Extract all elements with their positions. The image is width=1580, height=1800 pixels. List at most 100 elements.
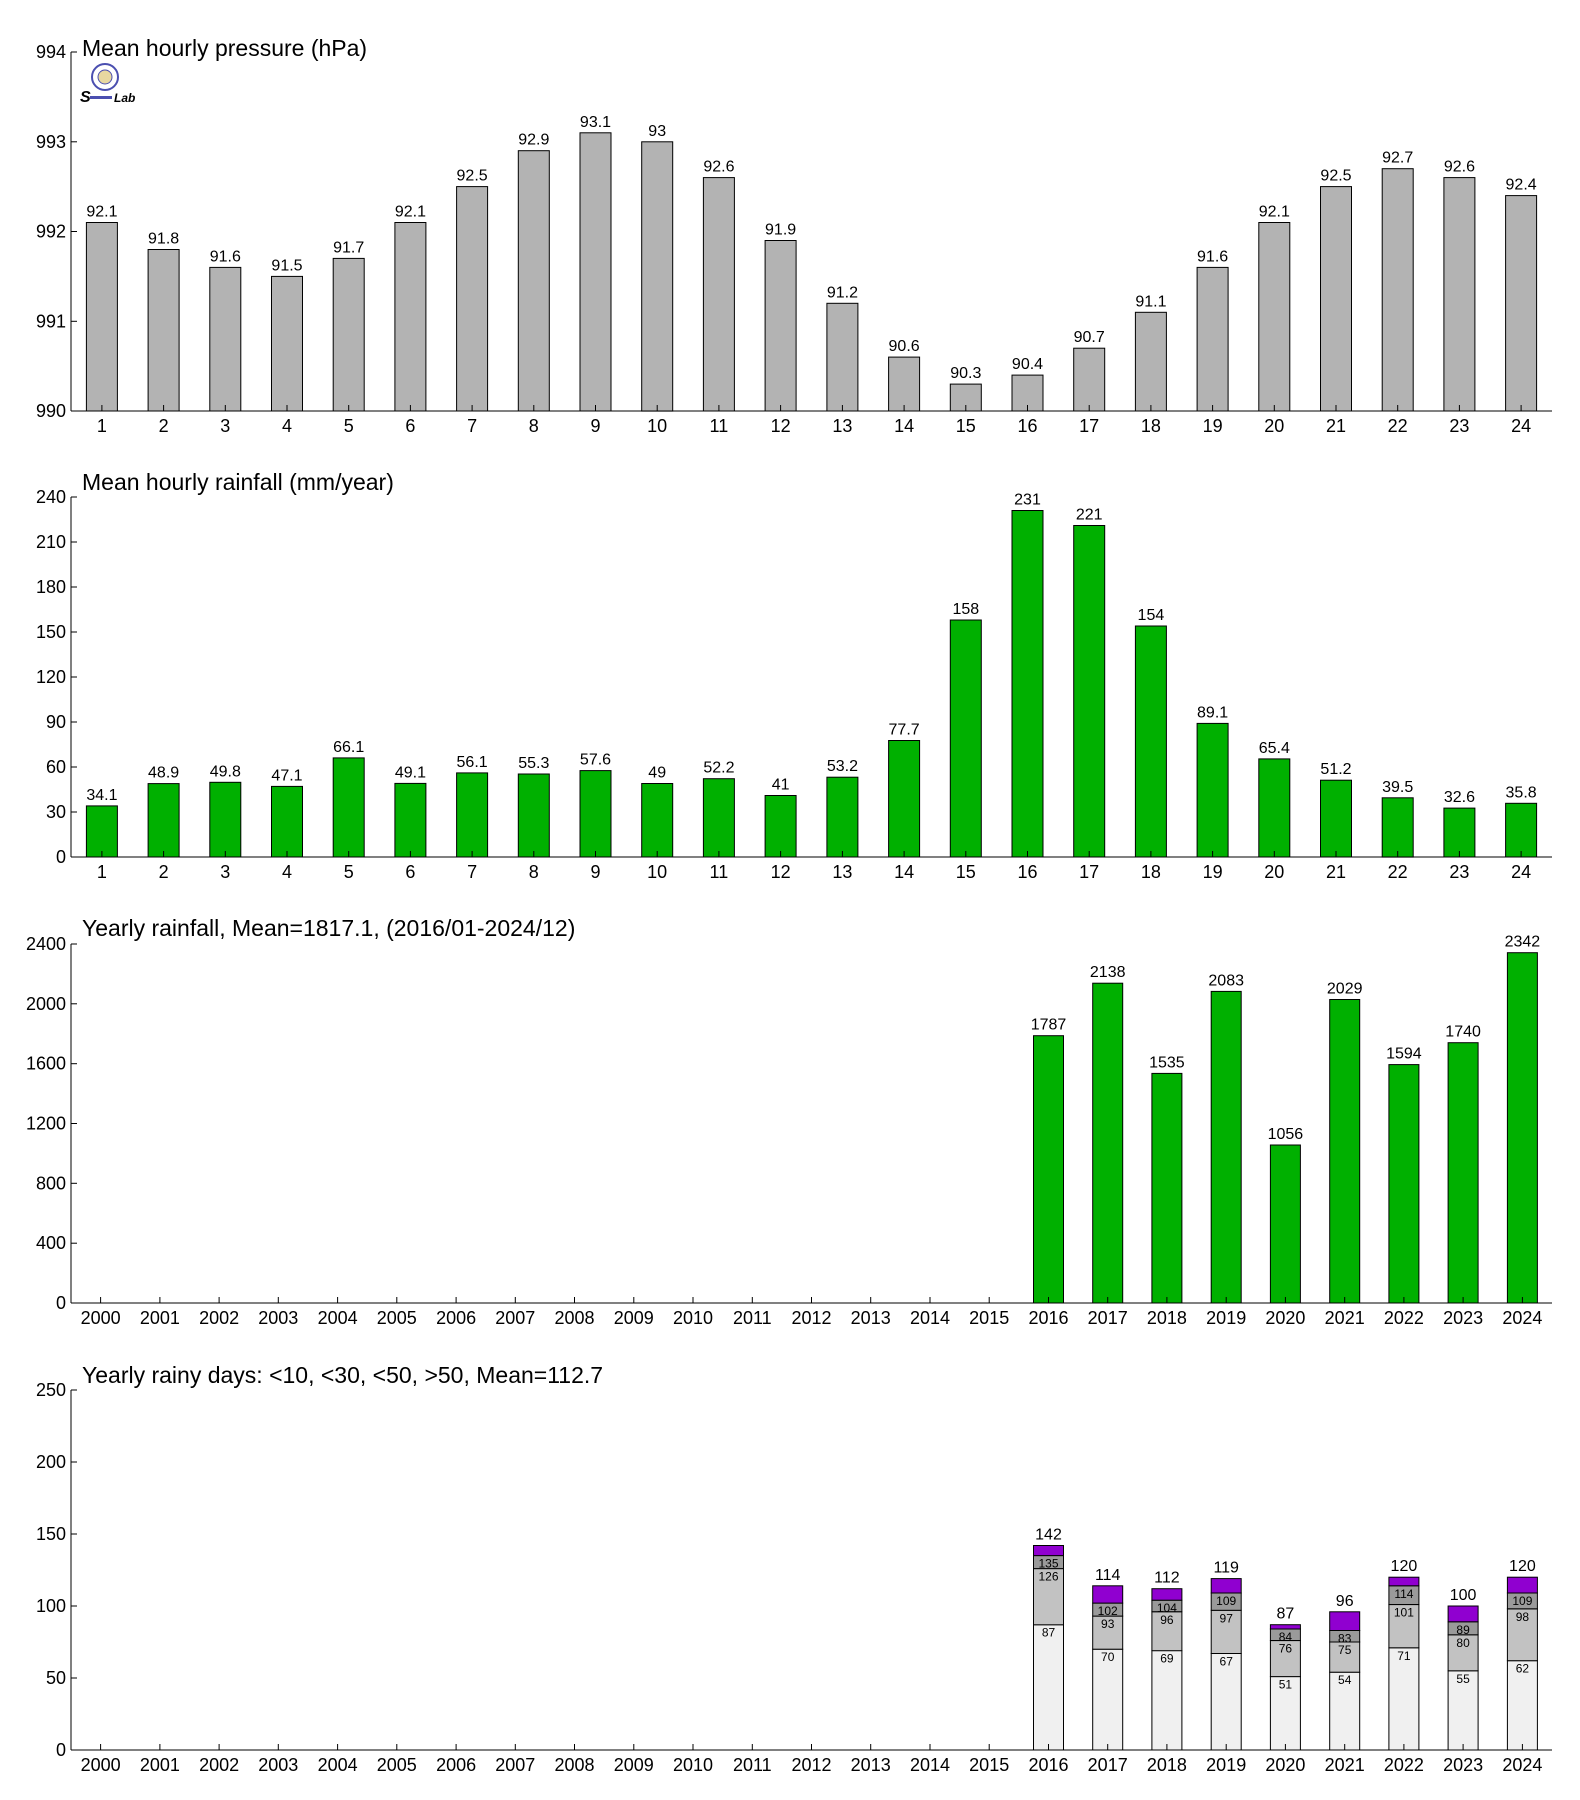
x-tick-label: 2003 — [258, 1308, 298, 1328]
x-tick-label: 3 — [220, 416, 230, 436]
bar-segment-2016-2 — [1033, 1568, 1064, 1626]
data-label-13: 53.2 — [827, 758, 858, 775]
x-tick-label: 2013 — [851, 1308, 891, 1328]
segment-label-2023-3: 89 — [1456, 1623, 1470, 1637]
bar-4 — [271, 275, 303, 412]
pressure-chart-title: Mean hourly pressure (hPa) — [82, 35, 367, 61]
bar-22 — [1381, 797, 1414, 858]
x-tick-label: 2017 — [1088, 1755, 1128, 1775]
data-label-4: 47.1 — [271, 767, 302, 784]
x-tick-label: 18 — [1141, 416, 1161, 436]
y-tick-label: 992 — [36, 222, 66, 242]
x-tick-label: 2005 — [377, 1308, 417, 1328]
x-tick-label: 2023 — [1443, 1308, 1483, 1328]
x-tick-label: 12 — [771, 416, 791, 436]
x-tick-label: 6 — [405, 416, 415, 436]
bar-16 — [1011, 510, 1044, 858]
segment-label-2022-3: 114 — [1394, 1587, 1413, 1601]
bar-segment-2020-4 — [1269, 1624, 1301, 1630]
bar-11 — [702, 177, 735, 412]
bar-6 — [394, 222, 427, 412]
x-tick-label: 7 — [467, 416, 477, 436]
segment-label-2018-1: 69 — [1160, 1652, 1174, 1666]
bar-2021 — [1329, 999, 1361, 1304]
data-label-9: 93.1 — [580, 114, 611, 131]
y-tick-label: 1200 — [26, 1114, 66, 1134]
data-label-16: 231 — [1014, 492, 1041, 509]
x-tick-label: 2018 — [1147, 1755, 1187, 1775]
y-tick-label: 210 — [36, 532, 66, 552]
bar-12 — [764, 240, 797, 412]
bar-9 — [579, 770, 612, 858]
yearly-rainfall-chart: Yearly rainfall, Mean=1817.1, (2016/01-2… — [26, 915, 1552, 1328]
x-tick-label: 10 — [647, 862, 667, 882]
bar-10 — [641, 783, 674, 858]
x-tick-label: 2001 — [140, 1755, 180, 1775]
bar-segment-2020-1 — [1269, 1676, 1301, 1751]
x-tick-label: 6 — [405, 862, 415, 882]
data-label-11: 52.2 — [703, 760, 734, 777]
x-tick-label: 13 — [832, 862, 852, 882]
x-tick-label: 23 — [1449, 416, 1469, 436]
bar-7 — [456, 186, 489, 412]
y-tick-label: 400 — [36, 1233, 66, 1253]
x-tick-label: 2019 — [1206, 1308, 1246, 1328]
x-tick-label: 22 — [1388, 862, 1408, 882]
x-tick-label: 20 — [1264, 862, 1284, 882]
bar-segment-2021-4 — [1329, 1611, 1361, 1632]
y-tick-label: 991 — [36, 311, 66, 331]
logo-s-glyph: S — [80, 89, 91, 106]
bar-18 — [1134, 625, 1167, 858]
y-tick-label: 100 — [36, 1596, 66, 1616]
data-label-5: 66.1 — [333, 739, 364, 756]
data-label-12: 41 — [772, 777, 790, 794]
logo-lab-text: Lab — [114, 91, 135, 105]
bar-10 — [641, 141, 674, 412]
total-label-2021: 96 — [1336, 1593, 1354, 1610]
x-tick-label: 2021 — [1325, 1308, 1365, 1328]
data-label-5: 91.7 — [333, 239, 364, 256]
bar-19 — [1196, 722, 1229, 858]
data-label-2: 91.8 — [148, 231, 179, 248]
data-label-20: 92.1 — [1259, 204, 1290, 221]
x-tick-label: 19 — [1203, 416, 1223, 436]
bar-1 — [85, 805, 118, 858]
x-tick-label: 2008 — [554, 1755, 594, 1775]
total-label-2016: 142 — [1035, 1527, 1062, 1544]
x-tick-label: 2002 — [199, 1308, 239, 1328]
x-tick-label: 2012 — [791, 1755, 831, 1775]
data-label-21: 51.2 — [1320, 761, 1351, 778]
x-tick-label: 2007 — [495, 1308, 535, 1328]
bar-8 — [517, 150, 550, 412]
data-label-23: 32.6 — [1444, 789, 1475, 806]
bar-segment-2018-1 — [1151, 1650, 1183, 1751]
data-label-12: 91.9 — [765, 222, 796, 239]
x-tick-label: 2020 — [1265, 1308, 1305, 1328]
bar-2018 — [1151, 1072, 1183, 1304]
bar-5 — [332, 257, 365, 412]
data-label-17: 90.7 — [1074, 329, 1105, 346]
data-label-16: 90.4 — [1012, 356, 1043, 373]
data-label-15: 158 — [952, 601, 979, 618]
y-tick-label: 0 — [56, 1740, 66, 1760]
bar-segment-2019-2 — [1210, 1609, 1242, 1655]
x-tick-label: 2020 — [1265, 1755, 1305, 1775]
x-tick-label: 2018 — [1147, 1308, 1187, 1328]
bar-segment-2021-2 — [1329, 1641, 1361, 1673]
x-tick-label: 2017 — [1088, 1308, 1128, 1328]
x-tick-label: 1 — [97, 862, 107, 882]
x-tick-label: 2001 — [140, 1308, 180, 1328]
data-label-3: 91.6 — [210, 248, 241, 265]
segment-label-2019-1: 67 — [1220, 1655, 1234, 1669]
x-tick-label: 14 — [894, 862, 914, 882]
data-label-24: 92.4 — [1506, 177, 1537, 194]
data-label-10: 49 — [648, 765, 666, 782]
data-label-6: 49.1 — [395, 764, 426, 781]
bar-segment-2018-2 — [1151, 1611, 1183, 1652]
bar-segment-2016-1 — [1033, 1624, 1064, 1751]
total-label-2024: 120 — [1509, 1558, 1536, 1575]
data-label-9: 57.6 — [580, 752, 611, 769]
segment-label-2016-3: 135 — [1038, 1557, 1058, 1571]
bar-23 — [1443, 807, 1476, 858]
data-label-18: 91.1 — [1135, 293, 1166, 310]
